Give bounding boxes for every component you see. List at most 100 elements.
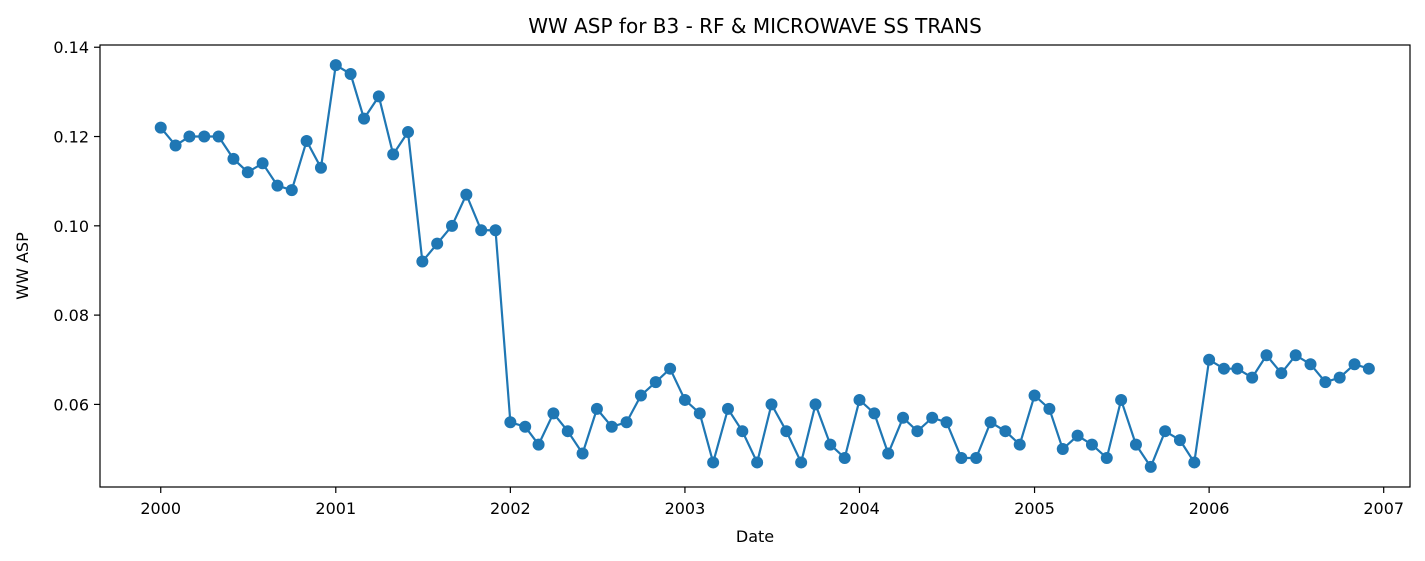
data-point <box>402 126 415 139</box>
data-point <box>751 456 764 469</box>
data-point <box>547 407 560 420</box>
data-points <box>154 59 1375 473</box>
data-point <box>1275 367 1288 380</box>
data-point <box>576 447 589 460</box>
data-point <box>795 456 808 469</box>
data-point <box>736 425 749 438</box>
data-point <box>955 451 968 464</box>
data-point <box>1217 362 1230 375</box>
data-point <box>285 184 298 197</box>
data-point <box>169 139 182 152</box>
data-point <box>882 447 895 460</box>
data-point <box>1188 456 1201 469</box>
series-line <box>159 63 1370 470</box>
data-point <box>460 188 473 201</box>
data-point <box>387 148 400 161</box>
x-tick-label: 2005 <box>1014 499 1055 518</box>
data-point <box>838 451 851 464</box>
data-point <box>300 134 313 147</box>
data-point <box>1056 443 1069 456</box>
data-point <box>897 411 910 424</box>
data-point <box>853 393 866 406</box>
data-point <box>358 112 371 125</box>
data-point <box>1115 393 1128 406</box>
data-point <box>1333 371 1346 384</box>
x-tick-label: 2003 <box>665 499 706 518</box>
data-point <box>1231 362 1244 375</box>
x-tick-label: 2007 <box>1363 499 1404 518</box>
x-tick-label: 2006 <box>1189 499 1230 518</box>
data-point <box>1203 353 1216 366</box>
chart-title: WW ASP for B3 - RF & MICROWAVE SS TRANS <box>528 14 982 38</box>
data-point <box>271 179 284 192</box>
data-point <box>154 121 167 134</box>
data-point <box>183 130 196 143</box>
data-point <box>634 389 647 402</box>
data-point <box>561 425 574 438</box>
data-point <box>431 237 444 250</box>
y-tick-label: 0.14 <box>53 38 89 57</box>
y-axis: 0.06 0.08 0.10 0.12 0.14 <box>53 38 100 414</box>
data-point <box>809 398 822 411</box>
data-point <box>1028 389 1041 402</box>
data-point <box>1304 358 1317 371</box>
data-point <box>765 398 778 411</box>
x-axis-label: Date <box>736 527 774 546</box>
data-point <box>1013 438 1026 451</box>
data-point <box>693 407 706 420</box>
plot-frame <box>99 44 1411 488</box>
data-point <box>868 407 881 420</box>
data-point <box>911 425 924 438</box>
data-point <box>707 456 720 469</box>
data-point <box>999 425 1012 438</box>
data-point <box>590 402 603 415</box>
data-point <box>489 224 502 237</box>
data-point <box>1173 434 1186 447</box>
data-point <box>824 438 837 451</box>
data-point <box>314 161 327 174</box>
data-point <box>329 59 342 72</box>
data-point <box>1043 402 1056 415</box>
data-point <box>1362 362 1375 375</box>
data-point <box>475 224 488 237</box>
x-tick-label: 2004 <box>839 499 880 518</box>
data-point <box>1100 451 1113 464</box>
data-point <box>241 166 254 179</box>
data-point <box>620 416 633 429</box>
data-point <box>649 376 662 389</box>
data-point <box>940 416 953 429</box>
data-point <box>984 416 997 429</box>
data-point <box>1144 460 1157 473</box>
data-point <box>721 402 734 415</box>
y-tick-label: 0.12 <box>53 128 89 147</box>
data-point <box>1348 358 1361 371</box>
data-point <box>344 68 357 81</box>
data-point <box>504 416 517 429</box>
y-axis-label: WW ASP <box>13 232 32 300</box>
y-tick-label: 0.06 <box>53 395 89 414</box>
data-point <box>212 130 225 143</box>
data-point <box>519 420 532 433</box>
data-point <box>678 393 691 406</box>
data-point <box>1246 371 1259 384</box>
x-tick-label: 2000 <box>140 499 181 518</box>
data-point <box>1129 438 1142 451</box>
x-axis: 2000 2001 2002 2003 2004 2005 2006 2007 <box>140 487 1404 518</box>
data-point <box>227 152 240 165</box>
data-point <box>1319 376 1332 389</box>
data-point <box>446 219 459 232</box>
data-point <box>1159 425 1172 438</box>
data-point <box>1260 349 1273 362</box>
data-point <box>664 362 677 375</box>
data-point <box>372 90 385 103</box>
data-point <box>256 157 269 170</box>
data-point <box>1071 429 1084 442</box>
data-point <box>1085 438 1098 451</box>
data-point <box>198 130 211 143</box>
data-point <box>1289 349 1302 362</box>
data-point <box>532 438 545 451</box>
x-tick-label: 2001 <box>315 499 356 518</box>
data-point <box>605 420 618 433</box>
data-point <box>416 255 429 268</box>
